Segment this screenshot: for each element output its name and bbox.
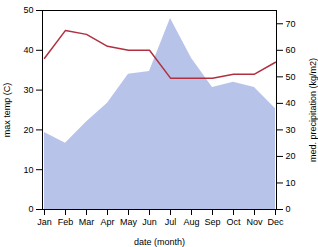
svg-text:20: 20: [286, 151, 296, 161]
svg-text:0: 0: [286, 204, 291, 214]
svg-text:Jan: Jan: [37, 217, 52, 227]
svg-text:med. precipitation (kg/m2): med. precipitation (kg/m2): [308, 58, 318, 162]
svg-text:Jun: Jun: [142, 217, 157, 227]
svg-text:50: 50: [23, 5, 33, 15]
svg-text:Dec: Dec: [267, 217, 284, 227]
svg-text:40: 40: [286, 98, 296, 108]
svg-text:40: 40: [23, 45, 33, 55]
svg-text:Aug: Aug: [183, 217, 199, 227]
svg-text:30: 30: [23, 85, 33, 95]
svg-text:Sep: Sep: [204, 217, 220, 227]
svg-text:10: 10: [286, 178, 296, 188]
svg-text:max temp (C): max temp (C): [2, 83, 12, 138]
svg-text:50: 50: [286, 72, 296, 82]
svg-text:10: 10: [23, 165, 33, 175]
svg-text:30: 30: [286, 125, 296, 135]
svg-text:0: 0: [28, 204, 33, 214]
svg-text:Feb: Feb: [58, 217, 74, 227]
svg-text:date (month): date (month): [134, 237, 185, 247]
svg-text:Mar: Mar: [79, 217, 95, 227]
svg-text:20: 20: [23, 125, 33, 135]
svg-text:60: 60: [286, 45, 296, 55]
svg-text:Apr: Apr: [100, 217, 114, 227]
svg-text:Jul: Jul: [165, 217, 177, 227]
svg-text:Nov: Nov: [246, 217, 263, 227]
svg-text:May: May: [120, 217, 138, 227]
svg-text:70: 70: [286, 19, 296, 29]
svg-text:Oct: Oct: [226, 217, 241, 227]
